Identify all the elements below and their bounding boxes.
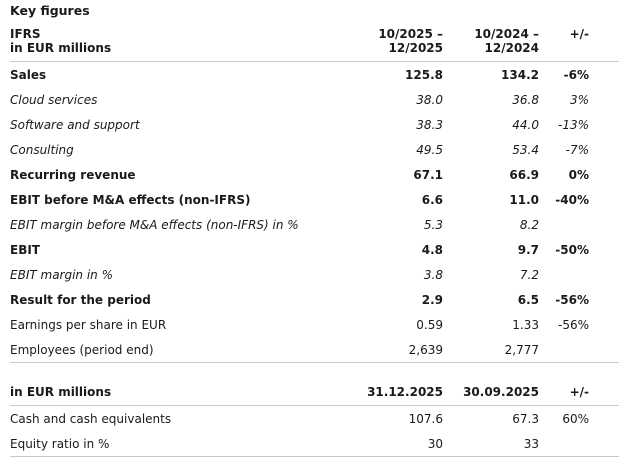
- value-prior: 11.0: [509, 192, 539, 207]
- header-unit: in EUR millions: [10, 41, 112, 55]
- table-row-ebit: EBIT 4.8 9.7 -50%: [10, 237, 619, 262]
- value-change: -56%: [557, 317, 589, 332]
- value-change: [539, 337, 619, 363]
- value-change: 60%: [562, 411, 589, 426]
- value-current: 3.8: [423, 267, 443, 282]
- value-prior: 7.2: [519, 267, 539, 282]
- value-current: 6.6: [421, 192, 443, 207]
- value-change: 0%: [568, 167, 589, 182]
- row-label: EBIT before M&A effects (non-IFRS): [10, 192, 251, 207]
- value-prior: 6.5: [517, 292, 539, 307]
- value-prior: 2,777: [443, 337, 539, 363]
- value-change: [539, 431, 619, 457]
- value-prior: 44.0: [512, 117, 539, 132]
- table-header-row: IFRS in EUR millions 10/2025 – 12/2025 1…: [10, 27, 619, 62]
- value-prior: 134.2: [501, 67, 539, 82]
- header-change: +/-: [539, 27, 619, 62]
- value-prior: 67.3: [512, 411, 539, 426]
- table-row-employees: Employees (period end) 2,639 2,777: [10, 337, 619, 363]
- value-change: [539, 262, 619, 287]
- table-row-result-for-period: Result for the period 2.9 6.5 -56%: [10, 287, 619, 312]
- value-change: -40%: [555, 192, 589, 207]
- row-label: EBIT: [10, 242, 40, 257]
- table-row-cash-equivalents: Cash and cash equivalents 107.6 67.3 60%: [10, 406, 619, 432]
- table-header-row: in EUR millions 31.12.2025 30.09.2025 +/…: [10, 385, 619, 406]
- header-change: +/-: [539, 385, 619, 406]
- header-current-period: 10/2025 – 12/2025: [343, 27, 443, 62]
- value-current: 38.0: [416, 92, 443, 107]
- table-row-ebit-margin-before-ma: EBIT margin before M&A effects (non-IFRS…: [10, 212, 619, 237]
- table-row-software-support: Software and support 38.3 44.0 -13%: [10, 112, 619, 137]
- row-label: Software and support: [10, 117, 140, 132]
- value-prior: 53.4: [512, 142, 539, 157]
- table-row-recurring-revenue: Recurring revenue 67.1 66.9 0%: [10, 162, 619, 187]
- value-current: 67.1: [413, 167, 443, 182]
- table-row-ebit-margin: EBIT margin in % 3.8 7.2: [10, 262, 619, 287]
- table-row-earnings-per-share: Earnings per share in EUR 0.59 1.33 -56%: [10, 312, 619, 337]
- quarterly-key-figures-table: IFRS in EUR millions 10/2025 – 12/2025 1…: [10, 27, 619, 363]
- value-prior: 9.7: [517, 242, 539, 257]
- balance-sheet-key-figures-table: in EUR millions 31.12.2025 30.09.2025 +/…: [10, 385, 619, 457]
- value-change: -6%: [563, 67, 589, 82]
- value-change: 3%: [569, 92, 589, 107]
- value-change: -13%: [557, 117, 589, 132]
- value-current: 4.8: [421, 242, 443, 257]
- value-prior: 36.8: [512, 92, 539, 107]
- table-row-ebit-before-ma: EBIT before M&A effects (non-IFRS) 6.6 1…: [10, 187, 619, 212]
- header-unit: in EUR millions: [10, 385, 343, 406]
- table-row-consulting: Consulting 49.5 53.4 -7%: [10, 137, 619, 162]
- value-change: [539, 212, 619, 237]
- row-label: Result for the period: [10, 292, 151, 307]
- header-prior-period: 10/2024 – 12/2024: [443, 27, 539, 62]
- row-label: Cloud services: [10, 92, 98, 107]
- header-standard-label: IFRS in EUR millions: [10, 27, 343, 62]
- value-prior: 1.33: [512, 317, 539, 332]
- value-prior: 66.9: [509, 167, 539, 182]
- value-change: -50%: [555, 242, 589, 257]
- header-prior-date: 30.09.2025: [443, 385, 539, 406]
- value-current: 30: [343, 431, 443, 457]
- value-current: 49.5: [416, 142, 443, 157]
- value-prior: 8.2: [519, 217, 539, 232]
- row-label: Recurring revenue: [10, 167, 136, 182]
- value-current: 125.8: [405, 67, 443, 82]
- table-row-sales: Sales 125.8 134.2 -6%: [10, 62, 619, 88]
- page-title: Key figures: [10, 3, 90, 18]
- value-current: 38.3: [416, 117, 443, 132]
- row-label: Earnings per share in EUR: [10, 317, 167, 332]
- value-current: 5.3: [423, 217, 443, 232]
- row-label: Consulting: [10, 142, 74, 157]
- row-label: EBIT margin in %: [10, 267, 114, 282]
- value-prior: 33: [443, 431, 539, 457]
- value-current: 2.9: [421, 292, 443, 307]
- row-label: Employees (period end): [10, 337, 343, 363]
- header-current-date: 31.12.2025: [343, 385, 443, 406]
- table-row-cloud-services: Cloud services 38.0 36.8 3%: [10, 87, 619, 112]
- value-change: -7%: [565, 142, 589, 157]
- table-row-equity-ratio: Equity ratio in % 30 33: [10, 431, 619, 457]
- header-ifrs: IFRS: [10, 27, 41, 41]
- value-current: 107.6: [408, 411, 443, 426]
- row-label: Cash and cash equivalents: [10, 411, 172, 426]
- row-label: EBIT margin before M&A effects (non-IFRS…: [10, 217, 299, 232]
- row-label: Sales: [10, 67, 47, 82]
- value-current: 0.59: [416, 317, 443, 332]
- value-current: 2,639: [343, 337, 443, 363]
- row-label: Equity ratio in %: [10, 431, 343, 457]
- value-change: -56%: [555, 292, 589, 307]
